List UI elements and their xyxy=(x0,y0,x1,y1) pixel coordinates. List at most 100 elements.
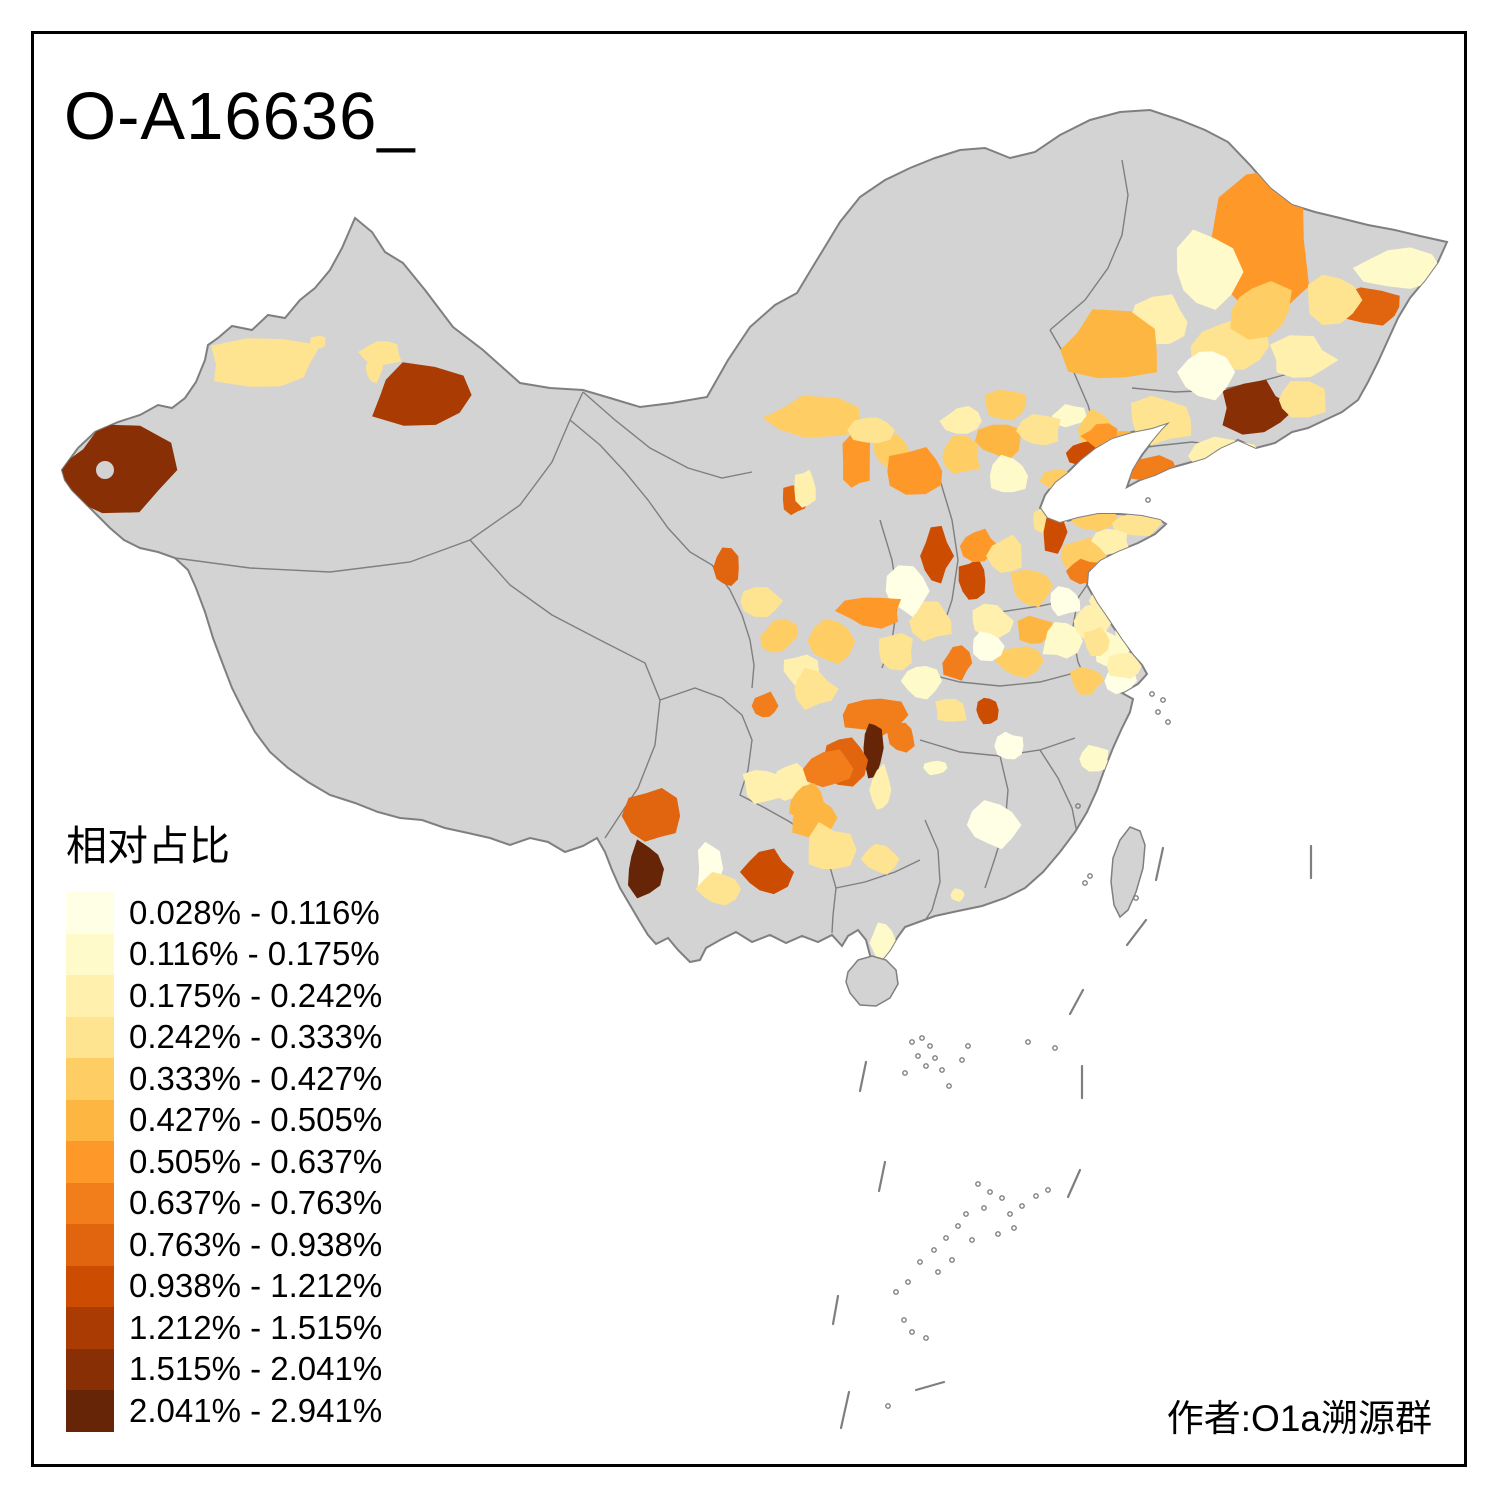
nine-dash-segment xyxy=(914,1380,946,1392)
region-blob xyxy=(989,454,1029,493)
island-dot xyxy=(909,1039,915,1045)
legend-swatch xyxy=(66,1348,114,1390)
legend-row: 0.333% - 0.427% xyxy=(66,1058,382,1100)
region-blob xyxy=(1016,414,1061,446)
page-title: O-A16636_ xyxy=(64,79,416,154)
region-blob xyxy=(1051,404,1087,428)
region-blob xyxy=(900,666,942,700)
island-dot xyxy=(943,1235,949,1241)
island-dot xyxy=(885,1403,891,1409)
region-blob xyxy=(365,351,383,384)
region-blob xyxy=(958,558,986,600)
region-blob xyxy=(863,723,884,779)
legend-label: 1.212% - 1.515% xyxy=(129,1308,383,1346)
legend-title: 相对占比 xyxy=(66,823,230,869)
legend-label: 0.333% - 0.427% xyxy=(129,1059,383,1097)
region-blob xyxy=(886,722,915,753)
island-dot xyxy=(1087,873,1093,879)
region-blob xyxy=(994,646,1044,678)
island-dot xyxy=(1025,1039,1031,1045)
region-blob xyxy=(62,424,178,514)
legend-swatch xyxy=(66,1141,114,1183)
region-blob xyxy=(976,697,999,725)
region-blob xyxy=(1060,309,1157,379)
legend-swatch xyxy=(66,1058,114,1100)
nine-dash-segment xyxy=(858,1060,868,1093)
legend-row: 0.938% - 1.212% xyxy=(66,1265,383,1307)
region-blob xyxy=(309,335,326,349)
legend-row: 1.515% - 2.041% xyxy=(66,1348,383,1390)
island-dot xyxy=(915,1053,921,1059)
island-dot xyxy=(917,1259,923,1265)
legend-row: 0.028% - 0.116% xyxy=(66,892,382,934)
region-blob xyxy=(802,749,854,788)
island-dot xyxy=(1075,803,1081,809)
region-blob xyxy=(1084,626,1110,657)
region-blob xyxy=(1176,229,1244,310)
island-dot xyxy=(923,1063,929,1069)
legend-swatch xyxy=(66,1182,114,1224)
province-border-line xyxy=(1049,159,1129,331)
legend-label: 0.938% - 1.212% xyxy=(129,1267,383,1305)
region-blob xyxy=(762,395,867,438)
region-blob xyxy=(942,645,973,681)
island-dot xyxy=(931,1247,937,1253)
legend-row: 0.427% - 0.505% xyxy=(66,1099,383,1141)
region-blob xyxy=(1308,274,1363,325)
region-blob xyxy=(834,597,902,629)
region-blob xyxy=(794,469,816,508)
legend-row: 2.041% - 2.941% xyxy=(66,1390,382,1432)
island-dot xyxy=(1045,1187,1051,1193)
region-blob xyxy=(973,631,1005,662)
region-blob xyxy=(372,362,472,426)
region-blob xyxy=(887,447,943,495)
region-blob xyxy=(923,760,948,776)
island-dot xyxy=(975,1181,981,1187)
region-blob xyxy=(760,618,798,653)
province-border-line xyxy=(939,479,959,637)
legend-swatch xyxy=(66,1099,114,1141)
island-dot xyxy=(919,1035,925,1041)
island-dot xyxy=(969,1237,975,1243)
region-blob xyxy=(751,691,779,718)
legend-swatch xyxy=(66,1224,114,1266)
island-dot xyxy=(935,1269,941,1275)
island-dot xyxy=(1133,895,1139,901)
island-dot xyxy=(1019,1203,1025,1209)
island-dot xyxy=(1011,1225,1017,1231)
gray-enclave xyxy=(96,461,114,479)
legend-swatch xyxy=(66,1307,114,1349)
nine-dash-segment xyxy=(877,1160,887,1193)
region-blob xyxy=(847,417,895,444)
region-blob xyxy=(1177,351,1236,401)
choropleth-regions xyxy=(62,169,1441,962)
region-blob xyxy=(1112,513,1162,537)
region-blob xyxy=(909,601,952,642)
region-blob xyxy=(920,525,955,584)
region-blob xyxy=(950,888,965,902)
region-blob xyxy=(972,603,1014,639)
province-border-line xyxy=(835,859,921,889)
legend-label: 0.427% - 0.505% xyxy=(129,1101,383,1139)
region-blob xyxy=(789,783,824,819)
region-blob xyxy=(939,405,982,434)
region-blob xyxy=(794,667,839,711)
legend-row: 1.212% - 1.515% xyxy=(66,1307,382,1349)
legend-swatch xyxy=(66,975,114,1017)
region-blob xyxy=(974,424,1022,461)
legend-rows: 0.028% - 0.116% 0.116% - 0.175% 0.175% - 0… xyxy=(66,892,382,1432)
legend-label: 1.515% - 2.041% xyxy=(129,1350,383,1388)
legend-label: 2.041% - 2.941% xyxy=(129,1391,383,1429)
legend-swatch xyxy=(66,1390,114,1432)
region-blob xyxy=(695,871,742,906)
island-dot xyxy=(981,1205,987,1211)
province-border-line xyxy=(711,564,755,689)
region-blob xyxy=(986,534,1022,573)
island-dot xyxy=(1007,1211,1013,1217)
island-dot xyxy=(923,1335,929,1341)
island-dot xyxy=(955,1223,961,1229)
island-dot xyxy=(927,1043,933,1049)
region-blob xyxy=(860,843,900,875)
island-dot xyxy=(1165,719,1171,725)
